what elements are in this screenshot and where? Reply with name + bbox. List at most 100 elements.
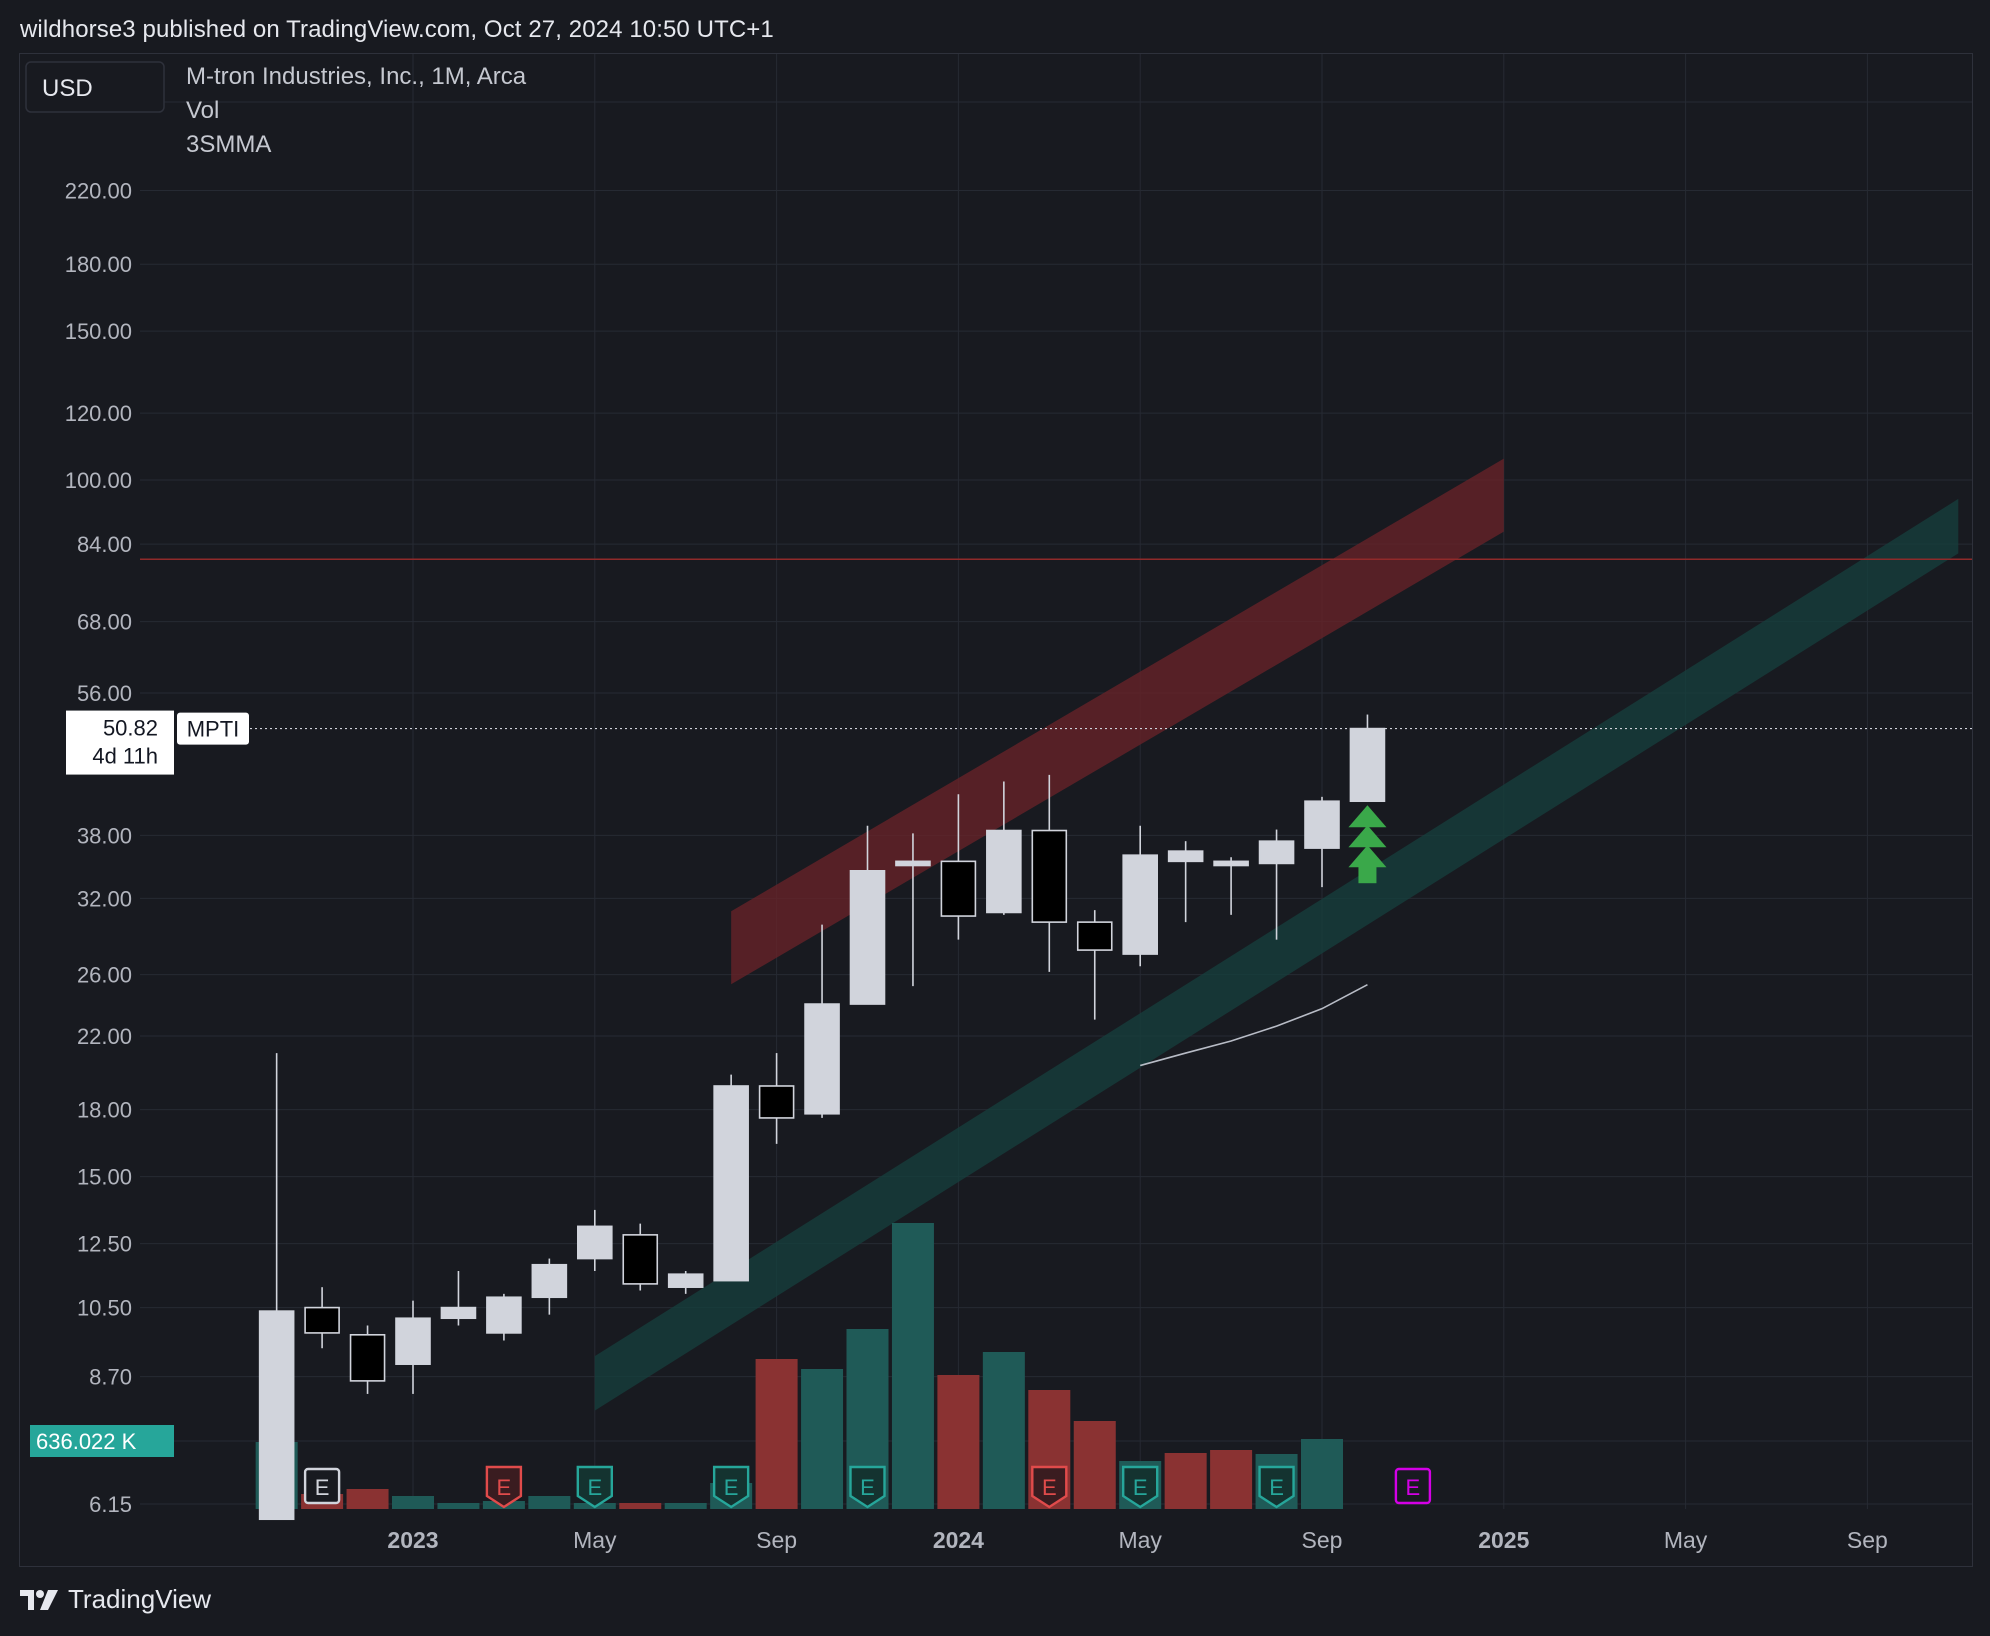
y-tick-label: 38.00 [77,823,132,848]
smma-line-group [1139,983,1368,1067]
earnings-marker[interactable]: E [1031,1465,1068,1509]
candles [258,714,1386,1521]
earnings-marker-shield [849,1465,886,1509]
candle-body [804,1003,840,1115]
x-tick-label: Sep [1302,1527,1343,1553]
volume-bar [1073,1421,1116,1509]
y-tick-label: 150.00 [65,319,132,344]
currency-label: USD [42,75,93,102]
y-tick-label: 6.15 [89,1492,132,1517]
overlay: USD M-tron Industries, Inc., 1M, Arca Vo… [25,61,527,158]
candle-body [349,1333,386,1382]
teal-channel [594,498,1959,1411]
trend-channels [594,458,1959,1411]
publication-header: wildhorse3 published on TradingView.com,… [20,16,774,43]
red-channel [731,458,1504,985]
volume-bars [255,1223,1343,1509]
x-tick-label: Sep [1847,1527,1888,1553]
volume-bar [528,1496,571,1509]
earnings-marker[interactable]: E [712,1465,750,1509]
x-tick-label: May [1664,1527,1708,1553]
candle-body [1258,840,1295,865]
earnings-marker-shield [712,1465,750,1509]
candle-body [531,1263,568,1299]
candle-body [576,1225,613,1260]
volume-bar [1301,1439,1343,1509]
volume-bar [982,1352,1025,1509]
earnings-marker[interactable]: E [849,1465,886,1509]
candle-body [486,1296,522,1334]
earnings-marker[interactable]: E [1394,1467,1432,1505]
last-price-badge [66,710,174,775]
y-tick-label: 8.70 [89,1365,132,1390]
tradingview-brand[interactable]: TradingView [20,1584,211,1615]
candle-body [304,1306,340,1334]
earnings-marker-label: E [860,1475,875,1500]
earnings-marker-shield [1031,1465,1068,1509]
earnings-marker-box [303,1467,341,1505]
volume-bar [392,1496,434,1509]
y-tick-label: 56.00 [77,681,132,706]
y-tick-label: 32.00 [77,886,132,911]
volume-bar [891,1223,934,1509]
candle-body [713,1085,749,1282]
earnings-marker-shield [1258,1465,1295,1509]
candle-body [622,1234,659,1285]
candle-body [440,1306,477,1320]
signal-arrow-chevron [1348,845,1387,868]
y-tick-label: 120.00 [65,401,132,426]
y-tick-label: 22.00 [77,1024,132,1049]
tradingview-logo-icon [20,1589,58,1610]
earnings-marker-label: E [497,1475,512,1500]
legend-3smma[interactable]: 3SMMA [186,131,271,158]
y-tick-label: 220.00 [65,179,132,204]
earnings-marker-label: E [1133,1475,1148,1500]
candle-body [1349,727,1386,803]
currency-button[interactable] [25,61,165,113]
y-tick-label: 26.00 [77,963,132,988]
legend-vol[interactable]: Vol [186,97,219,124]
y-tick-label: 100.00 [65,468,132,493]
candle-body [1076,921,1113,951]
earnings-marker-label: E [1042,1475,1057,1500]
y-tick-label: 12.50 [77,1232,132,1257]
x-tick-label: May [1118,1527,1162,1553]
earnings-marker-label: E [724,1475,739,1500]
smma-line [1139,983,1368,1067]
volume-bar [346,1489,389,1509]
x-tick-label: May [573,1527,617,1553]
y-tick-label: 15.00 [77,1165,132,1190]
earnings-marker[interactable]: E [576,1465,613,1509]
signal-arrow-chevron [1348,805,1387,828]
earnings-marker-label: E [1406,1475,1421,1500]
last-volume-badge [30,1425,174,1457]
earnings-marker-shield [1121,1465,1159,1509]
y-tick-label: 10.50 [77,1296,132,1321]
y-tick-label: 68.00 [77,610,132,635]
symbol-title[interactable]: M-tron Industries, Inc., 1M, Arca [186,63,527,90]
candle-body [1122,854,1158,955]
earnings-marker-shield [576,1465,613,1509]
earnings-marker[interactable]: E [1121,1465,1159,1509]
signal-arrow-group [1348,805,1387,884]
signal-arrow-chevron [1348,825,1387,848]
y-tick-label: 180.00 [65,252,132,277]
volume-bar [937,1375,980,1509]
candle-body [940,860,977,917]
volume-bar [664,1503,707,1509]
earnings-marker-shield [485,1465,523,1509]
earnings-marker[interactable]: E [303,1467,341,1505]
x-tick-label: 2024 [933,1527,984,1553]
earnings-marker[interactable]: E [485,1465,523,1509]
candle-body [1304,800,1340,849]
candle-body [395,1317,431,1365]
candle-body [986,829,1022,914]
brand-text: TradingView [68,1584,212,1614]
earnings-marker[interactable]: E [1258,1465,1295,1509]
earnings-marker-label: E [1269,1475,1284,1500]
candle-body [849,870,886,1005]
y-tick-label: 84.00 [77,532,132,557]
